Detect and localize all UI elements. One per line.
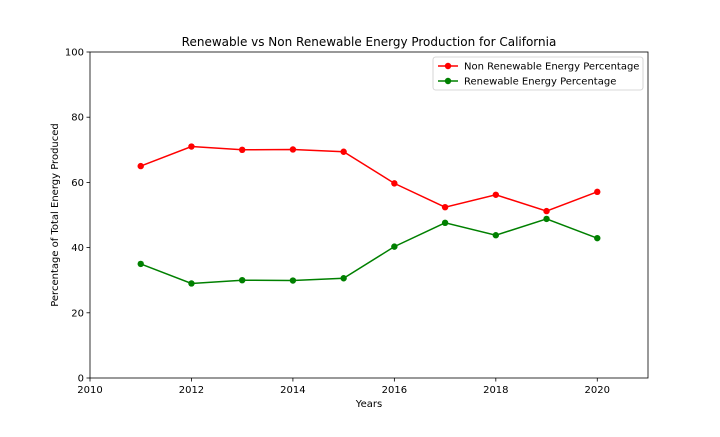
axes-frame — [89, 51, 649, 379]
x-tick-label: 2014 — [280, 385, 305, 396]
y-tick-label: 100 — [65, 48, 84, 59]
series-line-1 — [140, 145, 598, 212]
y-tick-label: 40 — [71, 243, 84, 254]
data-point-s1-2018 — [492, 191, 500, 198]
data-point-s1-2016 — [391, 180, 398, 187]
data-point-s2-2020 — [594, 234, 601, 242]
data-point-s1-2020 — [594, 188, 601, 196]
data-point-s2-2012 — [188, 280, 195, 287]
y-axis-label: Percentage of Total Energy Produced — [50, 123, 61, 307]
x-axis-label: Years — [355, 399, 382, 410]
data-point-s1-2015 — [340, 148, 347, 155]
series-line-2 — [140, 218, 598, 285]
data-point-s2-2016 — [391, 243, 398, 250]
data-point-s2-2018 — [492, 232, 500, 239]
data-point-s2-2013 — [238, 277, 246, 284]
data-point-s1-2019 — [543, 207, 550, 215]
data-point-s1-2012 — [188, 143, 195, 150]
x-tick-label: 2012 — [179, 385, 204, 396]
data-point-s1-2011 — [137, 162, 144, 170]
legend-marker-1 — [444, 62, 452, 70]
x-tick-label: 2018 — [483, 385, 508, 396]
data-point-s2-2017 — [441, 219, 449, 227]
data-point-s1-2014 — [289, 146, 297, 153]
chart-title: Renewable vs Non Renewable Energy Produc… — [182, 35, 557, 49]
y-tick-label: 80 — [71, 113, 84, 124]
legend-marker-2 — [444, 77, 452, 85]
x-tick-label: 2020 — [585, 385, 610, 396]
data-point-s2-2019 — [543, 215, 550, 223]
data-point-s1-2017 — [441, 203, 449, 211]
x-tick-label: 2016 — [382, 385, 407, 396]
data-point-s2-2015 — [340, 275, 347, 282]
data-point-s2-2014 — [289, 277, 297, 284]
legend-label-2: Renewable Energy Percentage — [464, 77, 616, 88]
legend: Non Renewable Energy Percentage Renewable… — [432, 56, 644, 91]
y-tick-label: 60 — [71, 178, 84, 189]
plot-area: 2010 2012 2014 2016 2018 2020 0 20 40 60 80 100 Non … — [65, 48, 649, 396]
y-tick-label: 20 — [71, 308, 84, 319]
x-tick-label: 2010 — [77, 385, 102, 396]
legend-box — [432, 56, 644, 91]
y-tick-label: 0 — [78, 374, 84, 385]
data-point-s1-2013 — [238, 146, 246, 153]
legend-label-1: Non Renewable Energy Percentage — [464, 62, 639, 73]
data-point-s2-2011 — [137, 260, 144, 268]
